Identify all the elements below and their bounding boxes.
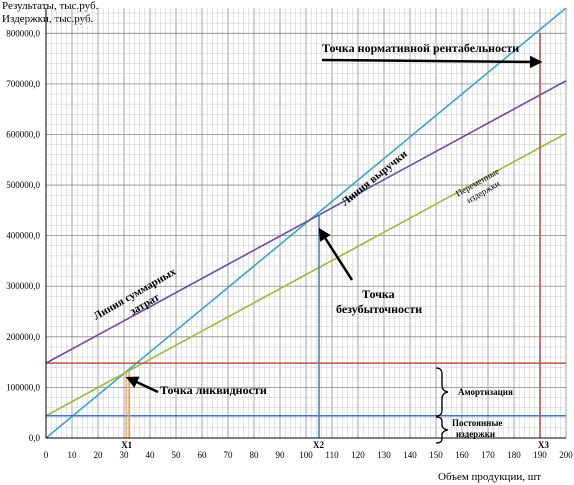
x-tick-label-13: 130 bbox=[377, 450, 391, 460]
arrow-breakeven bbox=[318, 227, 354, 281]
x-tick-label-6: 60 bbox=[198, 450, 208, 460]
y-tick-label-6: 600000,0 bbox=[6, 129, 40, 139]
y-tick-label-7: 700000,0 bbox=[6, 79, 40, 89]
annotation-fixed-costs-line1: Постоянные bbox=[452, 418, 502, 428]
annotation-fixed-costs-line2: издержки bbox=[456, 429, 495, 439]
marker-label-x1: X1 bbox=[121, 440, 132, 450]
x-tick-label-2: 20 bbox=[94, 450, 104, 460]
arrow-liquidity bbox=[125, 376, 159, 394]
axes bbox=[45, 8, 566, 439]
series-line-0 bbox=[45, 7, 567, 439]
x-tick-label-8: 80 bbox=[250, 450, 260, 460]
x-tick-label-20: 200 bbox=[559, 450, 573, 460]
x-tick-label-11: 110 bbox=[325, 450, 339, 460]
y-axis-label-results: Результаты, тыс.руб. bbox=[2, 0, 99, 12]
annotation-breakeven-line1: Точка bbox=[362, 287, 395, 301]
x-tick-label-17: 170 bbox=[481, 450, 495, 460]
grid bbox=[45, 8, 567, 439]
series-line-2 bbox=[45, 132, 567, 417]
x-tick-label-15: 150 bbox=[429, 450, 443, 460]
y-tick-label-1: 100000,0 bbox=[6, 382, 40, 392]
annotation-liquidity: Точка ликвидности bbox=[160, 383, 267, 397]
x-tick-label-3: 30 bbox=[120, 450, 130, 460]
x-tick-label-9: 90 bbox=[276, 450, 286, 460]
x-tick-label-18: 180 bbox=[507, 450, 521, 460]
y-tick-label-8: 800000,0 bbox=[6, 28, 40, 38]
brace-amortization bbox=[435, 367, 449, 417]
y-axis-label-costs: Издержки, тыс.руб. bbox=[2, 13, 94, 25]
arrow-norm-point bbox=[321, 55, 543, 69]
x-tick-label-4: 40 bbox=[146, 450, 156, 460]
x-tick-label-10: 100 bbox=[299, 450, 313, 460]
x-tick-label-7: 70 bbox=[224, 450, 234, 460]
x-axis-label: Объем продукции, шт bbox=[438, 471, 541, 483]
y-tick-label-0: 0,0 bbox=[29, 433, 41, 443]
x-tick-label-14: 140 bbox=[403, 450, 417, 460]
y-tick-label-2: 200000,0 bbox=[6, 332, 40, 342]
annotation-amortization: Амортизация bbox=[458, 387, 513, 397]
annotation-breakeven-line2: безубыточности bbox=[336, 302, 422, 316]
x-tick-label-12: 120 bbox=[351, 450, 365, 460]
x-tick-label-19: 190 bbox=[533, 450, 547, 460]
marker-label-x2: X2 bbox=[313, 440, 324, 450]
x-tick-label-5: 50 bbox=[172, 450, 182, 460]
annotation-norm-point: Точка нормативной рентабельности bbox=[322, 41, 519, 55]
x-tick-label-0: 0 bbox=[44, 450, 49, 460]
y-tick-label-4: 400000,0 bbox=[6, 231, 40, 241]
series-line-1 bbox=[45, 80, 567, 364]
brace-fixed-costs bbox=[435, 416, 449, 444]
x-tick-label-16: 160 bbox=[455, 450, 469, 460]
y-tick-label-5: 500000,0 bbox=[6, 180, 40, 190]
y-tick-label-3: 300000,0 bbox=[6, 281, 40, 291]
marker-label-x3: X3 bbox=[538, 440, 549, 450]
x-tick-label-1: 10 bbox=[68, 450, 78, 460]
